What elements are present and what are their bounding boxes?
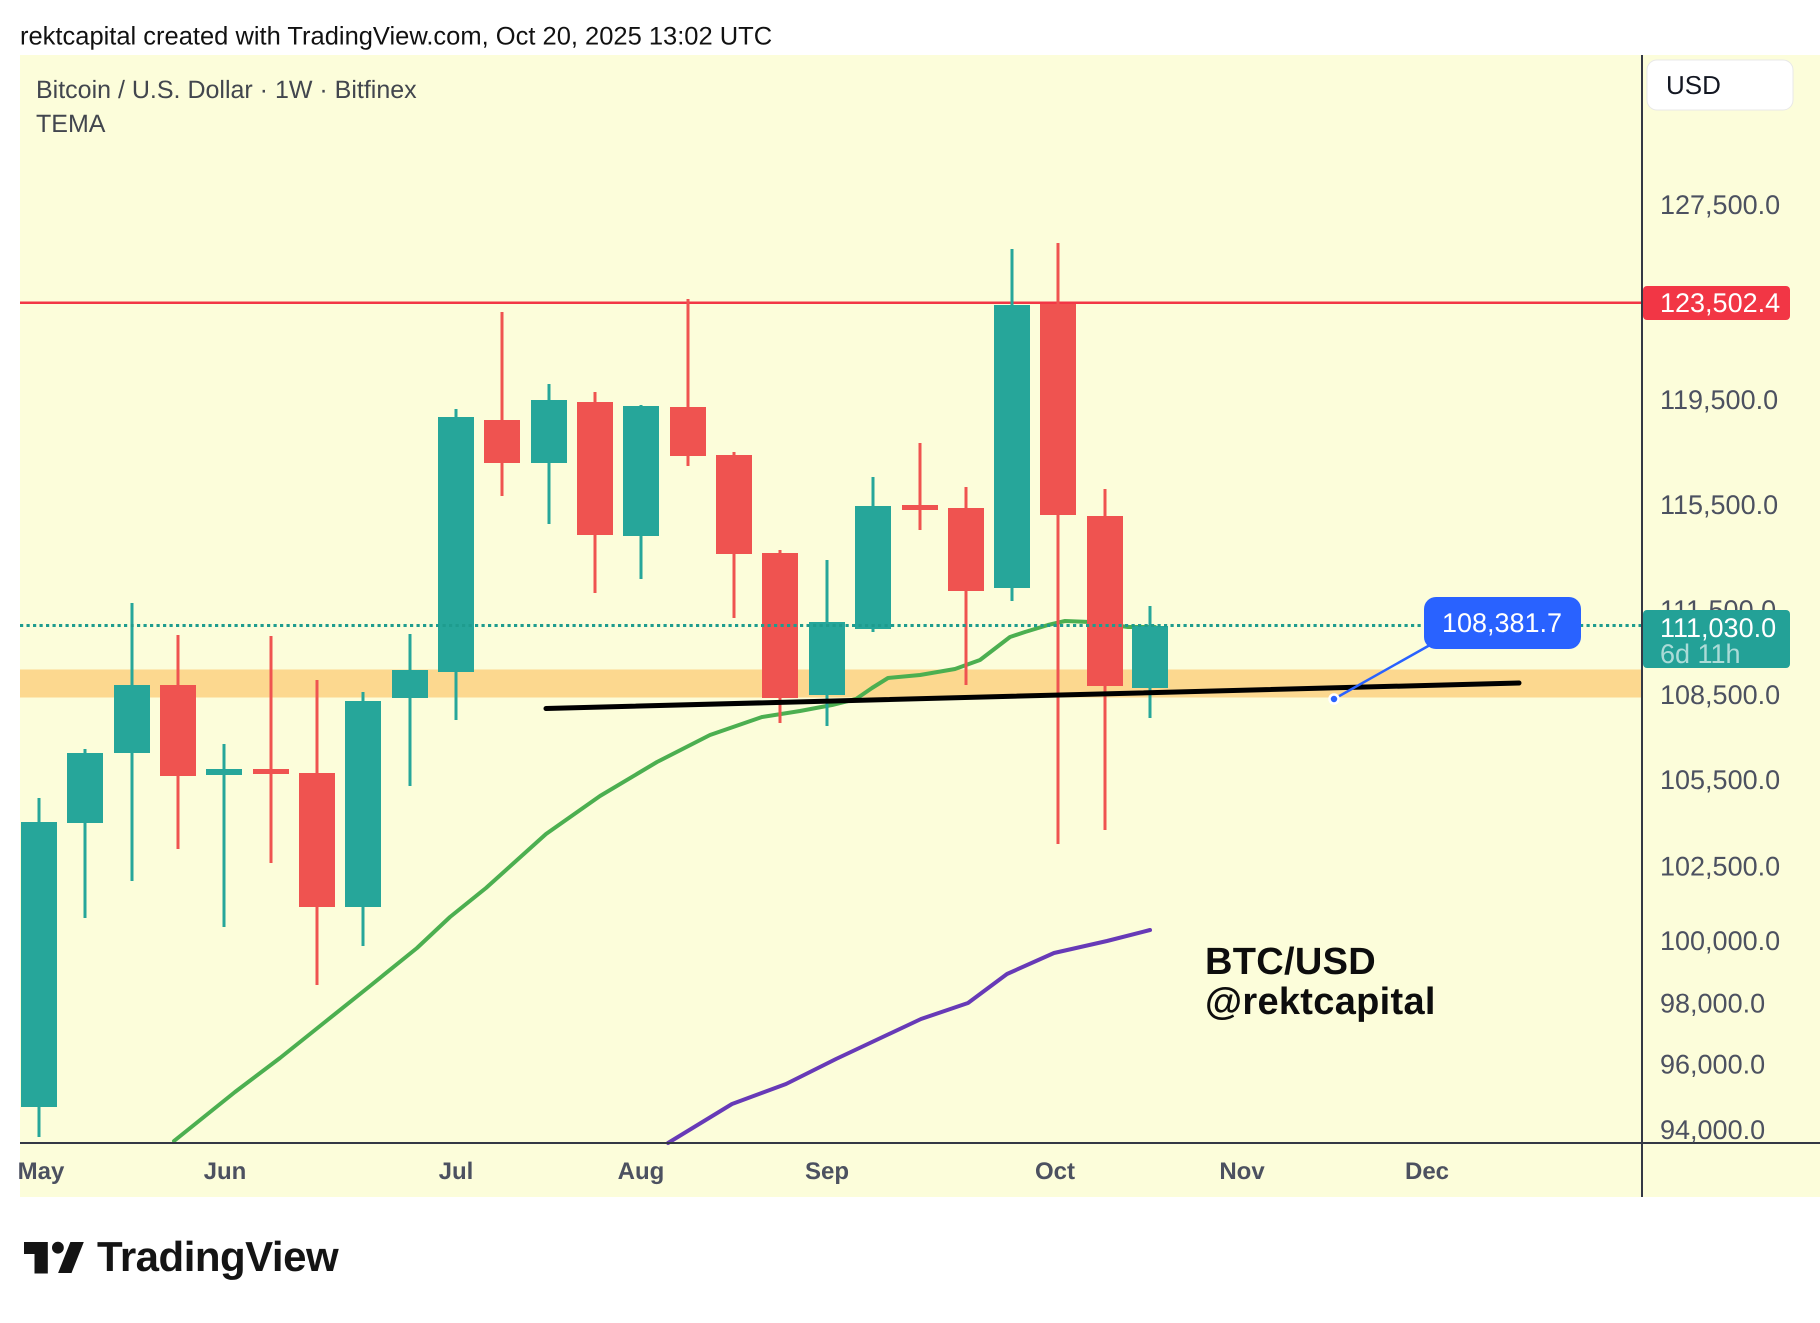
svg-text:TradingView: TradingView	[97, 1233, 339, 1280]
svg-text:@rektcapital: @rektcapital	[1205, 981, 1436, 1023]
svg-text:Sep: Sep	[805, 1158, 849, 1185]
svg-text:127,500.0: 127,500.0	[1660, 190, 1780, 220]
svg-text:111,030.0: 111,030.0	[1660, 613, 1776, 643]
svg-text:Oct: Oct	[1035, 1158, 1075, 1185]
svg-text:May: May	[18, 1158, 65, 1185]
svg-text:6d 11h: 6d 11h	[1660, 639, 1741, 669]
svg-text:123,502.4: 123,502.4	[1660, 288, 1780, 318]
svg-text:94,000.0: 94,000.0	[1660, 1115, 1765, 1145]
svg-text:Aug: Aug	[618, 1158, 665, 1185]
svg-text:102,500.0: 102,500.0	[1660, 852, 1780, 882]
svg-text:Dec: Dec	[1405, 1158, 1449, 1185]
svg-text:TEMA: TEMA	[36, 110, 106, 138]
svg-text:Jun: Jun	[204, 1158, 247, 1185]
svg-text:Jul: Jul	[439, 1158, 474, 1185]
svg-text:105,500.0: 105,500.0	[1660, 765, 1780, 795]
svg-text:119,500.0: 119,500.0	[1660, 385, 1778, 415]
svg-text:100,000.0: 100,000.0	[1660, 926, 1780, 956]
svg-text:96,000.0: 96,000.0	[1660, 1050, 1765, 1080]
svg-text:Bitcoin / U.S. Dollar · 1W · B: Bitcoin / U.S. Dollar · 1W · Bitfinex	[36, 76, 417, 104]
svg-text:USD: USD	[1666, 70, 1721, 100]
svg-text:108,381.7: 108,381.7	[1442, 608, 1562, 638]
svg-text:115,500.0: 115,500.0	[1660, 490, 1778, 520]
svg-text:108,500.0: 108,500.0	[1660, 680, 1780, 710]
svg-text:98,000.0: 98,000.0	[1660, 989, 1765, 1019]
svg-text:BTC/USD: BTC/USD	[1205, 941, 1376, 983]
svg-text:Nov: Nov	[1219, 1158, 1265, 1185]
svg-text:rektcapital created with Tradi: rektcapital created with TradingView.com…	[20, 23, 772, 51]
